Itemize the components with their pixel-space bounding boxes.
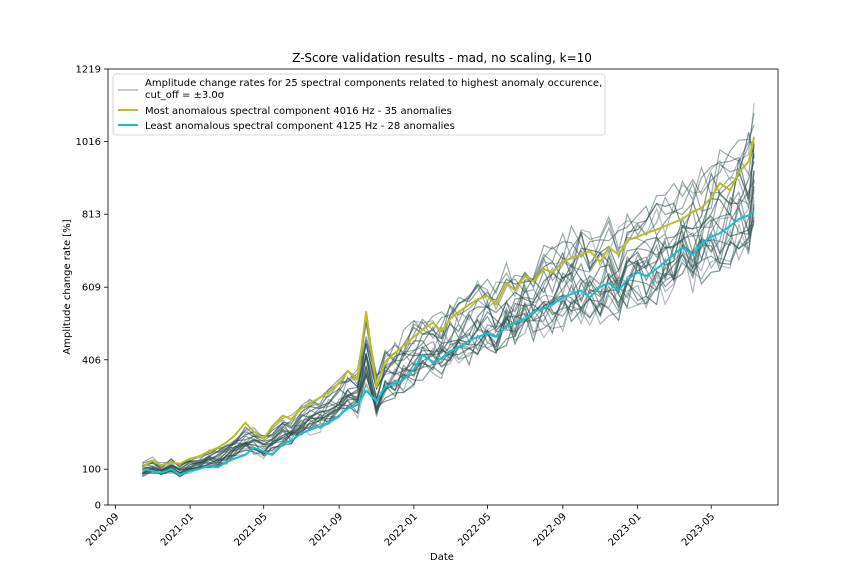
background-series-line — [141, 132, 755, 470]
least-anomalous-series-line — [142, 210, 755, 476]
background-series-line — [142, 190, 755, 476]
y-tick-label: 0 — [95, 501, 101, 512]
legend: Amplitude change rates for 25 spectral c… — [112, 73, 606, 136]
y-tick-label: 1016 — [76, 137, 101, 148]
background-series-line — [142, 153, 755, 472]
most-anomalous-series-line — [141, 136, 756, 469]
legend-label-most: Most anomalous spectral component 4016 H… — [145, 106, 452, 117]
highlight-series-group — [141, 136, 756, 476]
legend-box — [112, 73, 606, 136]
x-axis-label: Date — [430, 552, 454, 563]
background-series-line — [142, 186, 755, 478]
y-tick-label: 1219 — [76, 65, 101, 76]
y-tick-label: 406 — [82, 355, 101, 366]
legend-label-background-line2: cut_off = ±3.0σ — [145, 90, 225, 101]
background-series-line — [142, 220, 755, 476]
y-tick-label: 100 — [82, 465, 101, 476]
legend-label-background-line1: Amplitude change rates for 25 spectral c… — [145, 78, 602, 89]
background-series-line — [142, 144, 755, 471]
background-series-line — [142, 103, 755, 468]
y-tick-label: 609 — [82, 283, 101, 294]
background-series-line — [142, 180, 755, 474]
y-axis: 0 100 406 609 813 1016 1219 — [76, 65, 108, 512]
background-series-line — [142, 205, 755, 475]
y-tick-label: 813 — [82, 210, 101, 221]
y-axis-label: Amplitude change rate [%] — [62, 219, 73, 354]
legend-label-least: Least anomalous spectral component 4125 … — [145, 121, 455, 132]
chart-title: Z-Score validation results - mad, no sca… — [292, 51, 592, 65]
